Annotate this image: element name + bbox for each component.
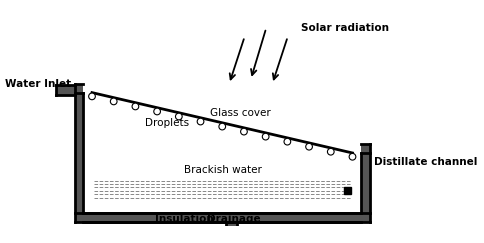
Circle shape — [89, 93, 95, 100]
Text: Solar radiation: Solar radiation — [300, 23, 388, 33]
Circle shape — [284, 138, 290, 145]
Bar — [226, 222, 237, 237]
Bar — [83, 213, 361, 222]
Text: Drainage: Drainage — [206, 214, 260, 224]
Text: Water Inlet: Water Inlet — [5, 79, 71, 89]
Circle shape — [218, 123, 225, 130]
Text: Distillate channel: Distillate channel — [373, 156, 476, 167]
Text: Insulation: Insulation — [154, 214, 213, 224]
Text: Brackish water: Brackish water — [184, 165, 261, 175]
Circle shape — [175, 113, 182, 120]
Circle shape — [240, 128, 247, 135]
Bar — [361, 144, 369, 222]
Bar — [56, 85, 75, 95]
Polygon shape — [343, 188, 350, 194]
Bar — [75, 84, 83, 222]
Text: Glass cover: Glass cover — [210, 108, 270, 119]
Circle shape — [262, 133, 269, 140]
Circle shape — [132, 103, 138, 110]
Text: Droplets: Droplets — [145, 118, 189, 128]
Circle shape — [153, 108, 160, 115]
Circle shape — [327, 148, 333, 155]
Circle shape — [110, 98, 117, 105]
Circle shape — [348, 153, 355, 160]
Circle shape — [197, 118, 203, 125]
Circle shape — [305, 143, 312, 150]
